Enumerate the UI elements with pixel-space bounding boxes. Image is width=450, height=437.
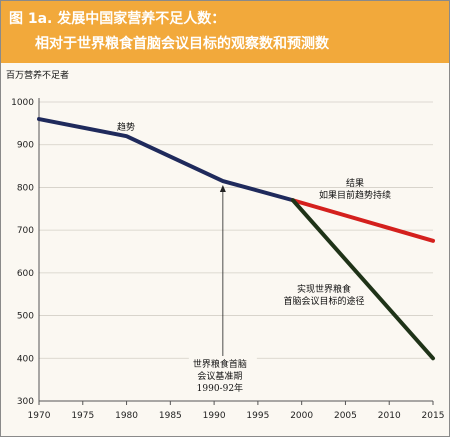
series-label-2: 实现世界粮食首脑会议目标的途径 xyxy=(283,283,364,307)
y-tick-label: 900 xyxy=(17,141,34,151)
series-label-line: 如果目前趋势持续 xyxy=(319,189,391,201)
series-label-line: 首脑会议目标的途径 xyxy=(283,295,364,307)
series-line-0 xyxy=(37,117,295,203)
y-tick-label: 800 xyxy=(17,183,34,193)
x-tick-label: 2005 xyxy=(334,411,357,421)
x-tick-label: 2010 xyxy=(378,411,401,421)
baseline-annotation-line: 世界粮食首脑 xyxy=(193,358,247,370)
baseline-label-bg xyxy=(188,357,257,397)
chart-header: 图 1a. 发展中国家营养不足人数： 相对于世界粮食首脑会议目标的观察数和预测数 xyxy=(1,1,449,63)
x-tick-label: 1970 xyxy=(28,411,51,421)
baseline-arrow-head xyxy=(219,185,226,193)
chart-title-line1: 图 1a. 发展中国家营养不足人数： xyxy=(9,11,226,27)
baseline-annotation-line: 1990-92年 xyxy=(197,382,243,394)
x-tick-label: 2000 xyxy=(290,411,313,421)
y-tick-label: 400 xyxy=(17,354,34,364)
y-tick-label: 600 xyxy=(17,269,34,279)
series-label-1: 结果如果目前趋势持续 xyxy=(319,177,391,201)
baseline-annotation-line: 会议基准期 xyxy=(197,370,242,382)
chart-title-line2: 相对于世界粮食首脑会议目标的观察数和预测数 xyxy=(35,36,329,52)
x-tick-label: 1985 xyxy=(159,411,182,421)
x-tick-label: 1975 xyxy=(71,411,94,421)
x-tick-label: 1990 xyxy=(203,411,226,421)
annotation-layer: 世界粮食首脑会议基准期 1990-92年 xyxy=(188,185,257,397)
series-label-line: 结果 xyxy=(346,177,364,189)
x-tick-label: 2015 xyxy=(422,411,445,421)
x-tick-label: 1980 xyxy=(115,411,138,421)
series-label-line: 实现世界粮食 xyxy=(297,283,351,295)
y-tick-label: 700 xyxy=(17,226,34,236)
y-tick-label: 300 xyxy=(17,397,34,407)
y-tick-label: 500 xyxy=(17,312,34,322)
x-tick-label: 1995 xyxy=(246,411,269,421)
series-line-2 xyxy=(290,198,435,361)
series-line-1 xyxy=(290,198,435,243)
y-tick-label: 1000 xyxy=(11,98,34,108)
series-label-0: 趋势 xyxy=(117,121,135,133)
y-axis-label: 百万营养不足者 xyxy=(6,69,69,81)
series-label-line: 趋势 xyxy=(117,121,135,133)
baseline-annotation: 世界粮食首脑会议基准期 1990-92年 xyxy=(193,358,247,394)
